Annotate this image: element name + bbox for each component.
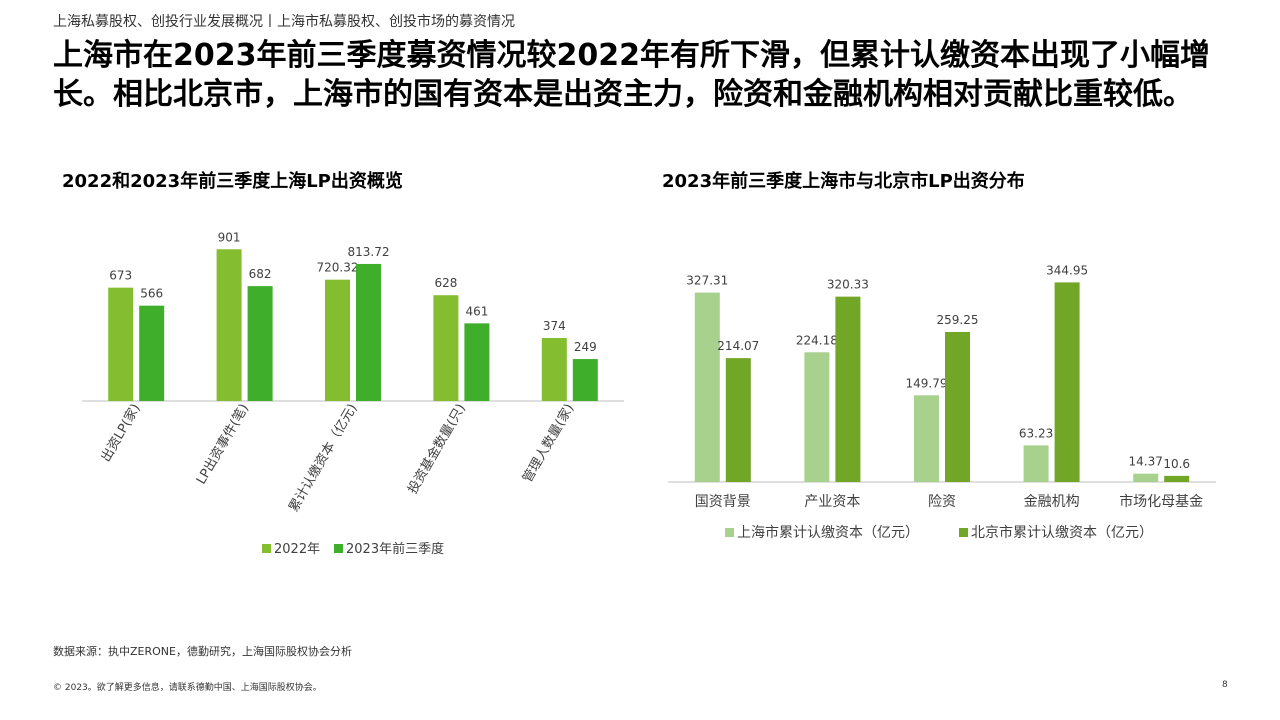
data-label: 249 [574,340,597,354]
legend-label: 2023年前三季度 [346,541,444,557]
legend-swatch [334,544,343,553]
bar [541,338,567,401]
bar [356,263,381,401]
data-label: 14.37 [1129,455,1163,469]
data-label: 720.32 [317,261,359,275]
bar [433,295,459,401]
data-label: 320.33 [827,278,869,292]
bar [694,292,720,482]
page-number: 8 [1222,680,1228,690]
category-tick-label: 产业资本 [804,494,860,510]
chart-1-title: 2022和2023年前三季度上海LP出资概览 [62,171,403,192]
bar [247,286,273,401]
data-label: 566 [140,287,163,301]
legend-swatch [262,544,271,553]
data-label: 628 [434,276,457,290]
data-label: 344.95 [1046,263,1088,277]
data-label: 10.6 [1163,457,1190,471]
bar [1164,475,1190,482]
bar [139,305,165,401]
bar [945,331,970,482]
bar [108,287,134,401]
bar [914,395,939,482]
legend-swatch [725,528,734,537]
legend-label: 上海市累计认缴资本（亿元） [737,524,919,541]
legend-label: 2022年 [274,542,320,557]
bar [725,358,751,482]
data-label: 461 [465,304,488,318]
bar [216,249,242,401]
breadcrumb: 上海私募股权、创投行业发展概况丨上海市私募股权、创投市场的募资情况 [53,14,515,30]
legend-swatch [959,528,968,537]
legend-label: 北京市累计认缴资本（亿元） [971,524,1153,541]
data-label: 901 [218,230,241,244]
category-tick-label: 金融机构 [1024,494,1080,510]
data-label: 374 [543,319,566,333]
copyright-footer: © 2023。欲了解更多信息，请联系德勤中国、上海国际股权协会。 [53,683,322,693]
bar [835,296,861,482]
page-title: 上海市在2023年前三季度募资情况较2022年有所下滑，但累计认缴资本出现了小幅… [53,38,1210,112]
data-label: 682 [249,267,272,281]
bar [804,352,830,482]
bar [1023,445,1049,482]
bar [1054,282,1080,482]
bar [325,279,350,401]
data-label: 63.23 [1019,426,1053,440]
category-tick-label: 国资背景 [695,494,751,510]
source-note: 数据来源：执中ZERONE，德勤研究，上海国际股权协会分析 [53,645,352,658]
bar [572,359,598,401]
data-label: 673 [109,269,132,283]
bar [1133,473,1159,482]
data-label: 327.31 [686,274,728,288]
category-tick-label: 险资 [928,494,956,510]
data-label: 813.72 [348,245,390,259]
data-label: 214.07 [717,339,759,353]
category-tick-label: 市场化母基金 [1119,493,1203,510]
data-label: 149.79 [906,376,948,390]
data-label: 259.25 [937,313,979,327]
chart-2-title: 2023年前三季度上海市与北京市LP出资分布 [662,171,1025,192]
bar [464,323,490,401]
data-label: 224.18 [796,333,838,347]
